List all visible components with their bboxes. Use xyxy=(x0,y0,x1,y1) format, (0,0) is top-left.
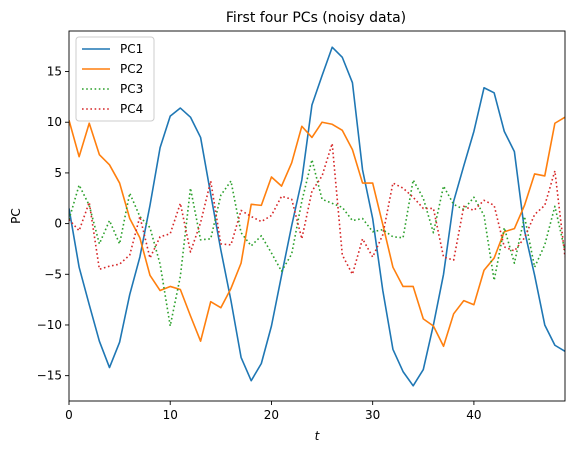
y-tick-label: −10 xyxy=(37,318,62,332)
x-axis: 0 10 20 30 40 xyxy=(65,401,482,422)
x-tick-label: 30 xyxy=(365,408,380,422)
y-tick-label: −15 xyxy=(37,369,62,383)
y-axis: −15 −10 −5 0 5 10 15 xyxy=(37,65,69,383)
legend-label-pc4: PC4 xyxy=(120,102,143,116)
series-line-pc2 xyxy=(69,116,565,348)
y-tick-label: −5 xyxy=(44,267,62,281)
x-axis-title: t xyxy=(315,429,321,443)
y-tick-label: 5 xyxy=(54,166,62,180)
x-tick-label: 0 xyxy=(65,408,73,422)
legend-label-pc3: PC3 xyxy=(120,82,143,96)
x-tick-label: 40 xyxy=(466,408,481,422)
series-line-pc1 xyxy=(69,46,565,387)
legend-box xyxy=(75,36,155,122)
y-tick-label: 0 xyxy=(54,217,62,231)
legend: PC1 PC2 PC3 PC4 xyxy=(75,36,155,122)
x-tick-label: 20 xyxy=(264,408,279,422)
series-line-pc4 xyxy=(69,142,565,276)
chart-title: First four PCs (noisy data) xyxy=(226,10,406,26)
y-tick-label: 10 xyxy=(47,115,62,129)
legend-label-pc2: PC2 xyxy=(120,62,143,76)
y-axis-title: PC xyxy=(9,208,23,224)
series-line-pc3 xyxy=(69,158,565,327)
y-tick-label: 15 xyxy=(47,65,62,79)
legend-label-pc1: PC1 xyxy=(120,42,143,56)
plot-frame xyxy=(68,30,566,402)
plot-area xyxy=(69,46,565,387)
x-tick-label: 10 xyxy=(163,408,178,422)
